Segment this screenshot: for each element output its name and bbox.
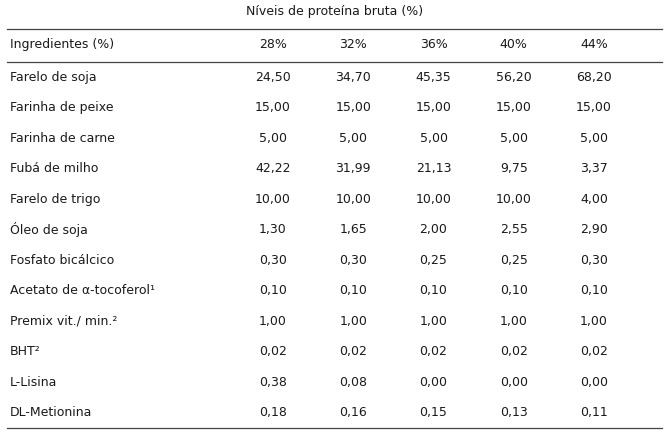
- Text: Níveis de proteína bruta (%): Níveis de proteína bruta (%): [246, 4, 423, 18]
- Text: 9,75: 9,75: [500, 162, 528, 175]
- Text: 4,00: 4,00: [580, 193, 608, 206]
- Text: 1,00: 1,00: [580, 314, 608, 327]
- Text: 32%: 32%: [339, 38, 367, 52]
- Text: 0,13: 0,13: [500, 406, 528, 419]
- Text: 0,11: 0,11: [580, 406, 608, 419]
- Text: 0,18: 0,18: [259, 406, 287, 419]
- Text: 21,13: 21,13: [415, 162, 452, 175]
- Text: L-Lisina: L-Lisina: [10, 375, 58, 388]
- Text: 45,35: 45,35: [415, 71, 452, 84]
- Text: 0,10: 0,10: [500, 284, 528, 297]
- Text: 5,00: 5,00: [259, 132, 287, 145]
- Text: Farelo de trigo: Farelo de trigo: [10, 193, 100, 206]
- Text: 0,10: 0,10: [419, 284, 448, 297]
- Text: 68,20: 68,20: [576, 71, 612, 84]
- Text: DL-Metionina: DL-Metionina: [10, 406, 92, 419]
- Text: 40%: 40%: [500, 38, 528, 52]
- Text: Ingredientes (%): Ingredientes (%): [10, 38, 114, 52]
- Text: Óleo de soja: Óleo de soja: [10, 222, 88, 237]
- Text: 10,00: 10,00: [255, 193, 291, 206]
- Text: 1,00: 1,00: [419, 314, 448, 327]
- Text: 5,00: 5,00: [500, 132, 528, 145]
- Text: 15,00: 15,00: [496, 101, 532, 114]
- Text: Farinha de peixe: Farinha de peixe: [10, 101, 114, 114]
- Text: 15,00: 15,00: [576, 101, 612, 114]
- Text: 0,02: 0,02: [259, 345, 287, 358]
- Text: 1,00: 1,00: [259, 314, 287, 327]
- Text: 15,00: 15,00: [255, 101, 291, 114]
- Text: 0,16: 0,16: [339, 406, 367, 419]
- Text: 0,10: 0,10: [259, 284, 287, 297]
- Text: 42,22: 42,22: [255, 162, 291, 175]
- Text: Farinha de carne: Farinha de carne: [10, 132, 115, 145]
- Text: Acetato de α-tocoferol¹: Acetato de α-tocoferol¹: [10, 284, 155, 297]
- Text: 34,70: 34,70: [335, 71, 371, 84]
- Text: 1,00: 1,00: [500, 314, 528, 327]
- Text: 0,10: 0,10: [339, 284, 367, 297]
- Text: 10,00: 10,00: [335, 193, 371, 206]
- Text: Fubá de milho: Fubá de milho: [10, 162, 98, 175]
- Text: 0,00: 0,00: [500, 375, 528, 388]
- Text: 0,02: 0,02: [500, 345, 528, 358]
- Text: 36%: 36%: [419, 38, 448, 52]
- Text: 5,00: 5,00: [580, 132, 608, 145]
- Text: Fosfato bicálcico: Fosfato bicálcico: [10, 254, 114, 267]
- Text: 56,20: 56,20: [496, 71, 532, 84]
- Text: 31,99: 31,99: [335, 162, 371, 175]
- Text: 10,00: 10,00: [496, 193, 532, 206]
- Text: 0,30: 0,30: [339, 254, 367, 267]
- Text: 15,00: 15,00: [335, 101, 371, 114]
- Text: 0,25: 0,25: [500, 254, 528, 267]
- Text: 0,38: 0,38: [259, 375, 287, 388]
- Text: 44%: 44%: [580, 38, 608, 52]
- Text: 0,30: 0,30: [580, 254, 608, 267]
- Text: 2,90: 2,90: [580, 223, 608, 236]
- Text: 3,37: 3,37: [580, 162, 608, 175]
- Text: 0,02: 0,02: [580, 345, 608, 358]
- Text: 0,02: 0,02: [419, 345, 448, 358]
- Text: 1,65: 1,65: [339, 223, 367, 236]
- Text: Farelo de soja: Farelo de soja: [10, 71, 96, 84]
- Text: Premix vit./ min.²: Premix vit./ min.²: [10, 314, 118, 327]
- Text: 0,08: 0,08: [339, 375, 367, 388]
- Text: 5,00: 5,00: [339, 132, 367, 145]
- Text: 1,00: 1,00: [339, 314, 367, 327]
- Text: 0,10: 0,10: [580, 284, 608, 297]
- Text: 5,00: 5,00: [419, 132, 448, 145]
- Text: 2,00: 2,00: [419, 223, 448, 236]
- Text: 0,25: 0,25: [419, 254, 448, 267]
- Text: 1,30: 1,30: [259, 223, 287, 236]
- Text: 24,50: 24,50: [255, 71, 291, 84]
- Text: 0,30: 0,30: [259, 254, 287, 267]
- Text: BHT²: BHT²: [10, 345, 41, 358]
- Text: 0,15: 0,15: [419, 406, 448, 419]
- Text: 28%: 28%: [259, 38, 287, 52]
- Text: 0,00: 0,00: [580, 375, 608, 388]
- Text: 0,00: 0,00: [419, 375, 448, 388]
- Text: 15,00: 15,00: [415, 101, 452, 114]
- Text: 0,02: 0,02: [339, 345, 367, 358]
- Text: 10,00: 10,00: [415, 193, 452, 206]
- Text: 2,55: 2,55: [500, 223, 528, 236]
